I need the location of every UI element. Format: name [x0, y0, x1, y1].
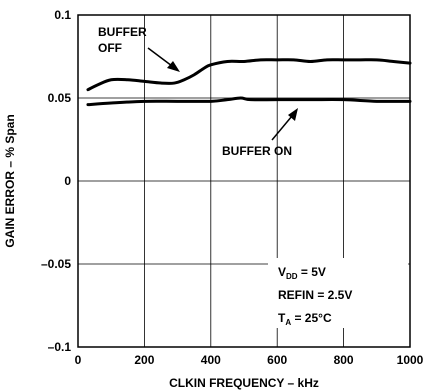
buffer-off-arrow-line — [147, 47, 173, 67]
y-tick-label: 0.05 — [48, 91, 72, 105]
x-tick-label: 1000 — [397, 353, 424, 367]
condition-ta: TA = 25°C — [278, 311, 332, 327]
conditions-box — [268, 258, 408, 328]
y-tick-label: –0.1 — [48, 340, 72, 354]
x-tick-label: 200 — [134, 353, 154, 367]
y-tick-label: 0.1 — [54, 8, 71, 22]
x-tick-label: 400 — [201, 353, 221, 367]
y-tick-label: 0 — [64, 174, 71, 188]
series-line-buffer-on — [86, 96, 412, 107]
tick-labels: 0 200 400 600 800 1000 –0.1 –0.05 0 0.05 0.1 — [41, 8, 424, 367]
x-tick-label: 0 — [75, 353, 82, 367]
y-axis-title: GAIN ERROR – % Span — [3, 114, 17, 247]
buffer-on-label: BUFFER ON — [222, 144, 292, 158]
series-line-buffer-off — [86, 58, 412, 92]
x-tick-label: 600 — [267, 353, 287, 367]
condition-refin: REFIN = 2.5V — [278, 288, 352, 302]
plot-frame — [77, 14, 411, 348]
x-axis-title: CLKIN FREQUENCY – kHz — [169, 376, 319, 390]
buffer-off-label-line1: BUFFER — [98, 25, 147, 39]
grid-lines — [78, 15, 410, 347]
buffer-on-arrow-line — [271, 115, 293, 141]
y-tick-label: –0.05 — [41, 257, 71, 271]
x-tick-label: 800 — [334, 353, 354, 367]
buffer-off-arrowhead — [167, 61, 180, 72]
condition-vdd: VDD = 5V — [278, 265, 326, 281]
series-group — [86, 58, 412, 107]
buffer-on-arrowhead — [288, 108, 298, 121]
buffer-off-label-line2: OFF — [98, 41, 122, 55]
